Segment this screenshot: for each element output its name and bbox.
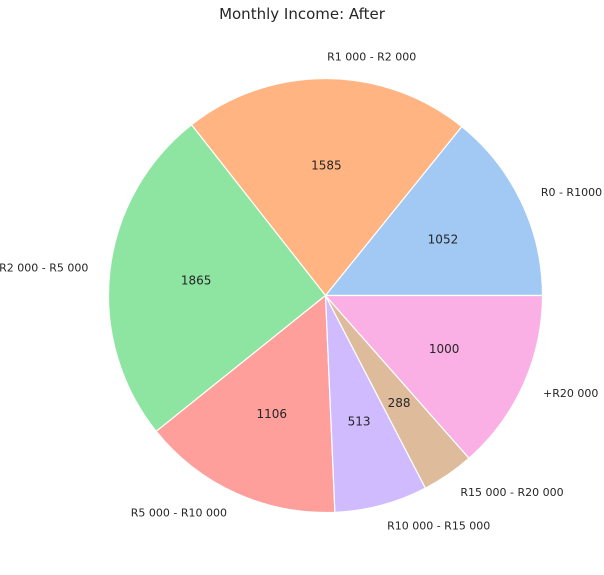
slice-category-label: R2 000 - R5 000 bbox=[0, 262, 88, 275]
slice-category-label: R1 000 - R2 000 bbox=[327, 50, 416, 63]
slice-category-label: R0 - R1000 bbox=[541, 186, 602, 199]
slice-value-labels: 1052 1585 1865 1106 513 288 1000 bbox=[181, 158, 460, 428]
slice-category-label: +R20 000 bbox=[543, 387, 598, 400]
slice-value-label: 513 bbox=[348, 414, 371, 428]
slice-value-label: 1865 bbox=[181, 274, 212, 288]
slice-category-labels: R0 - R1000 R1 000 - R2 000 R2 000 - R5 000… bbox=[0, 50, 602, 532]
slice-value-label: 1106 bbox=[256, 407, 287, 421]
pie-slice bbox=[155, 294, 336, 514]
pie-slices bbox=[107, 77, 544, 514]
pie-slice bbox=[324, 294, 544, 460]
pie-slice bbox=[324, 125, 544, 297]
slice-value-label: 1585 bbox=[311, 158, 342, 172]
chart-title: Monthly Income: After bbox=[219, 5, 385, 23]
pie-slice bbox=[190, 77, 463, 297]
slice-value-label: 1000 bbox=[429, 342, 460, 356]
slice-value-label: 288 bbox=[388, 396, 411, 410]
slice-category-label: R10 000 - R15 000 bbox=[387, 520, 490, 533]
slice-category-label: R5 000 - R10 000 bbox=[131, 506, 227, 519]
slice-value-label: 1052 bbox=[428, 232, 459, 246]
slice-category-label: R15 000 - R20 000 bbox=[460, 486, 563, 499]
pie-slice bbox=[107, 123, 327, 433]
